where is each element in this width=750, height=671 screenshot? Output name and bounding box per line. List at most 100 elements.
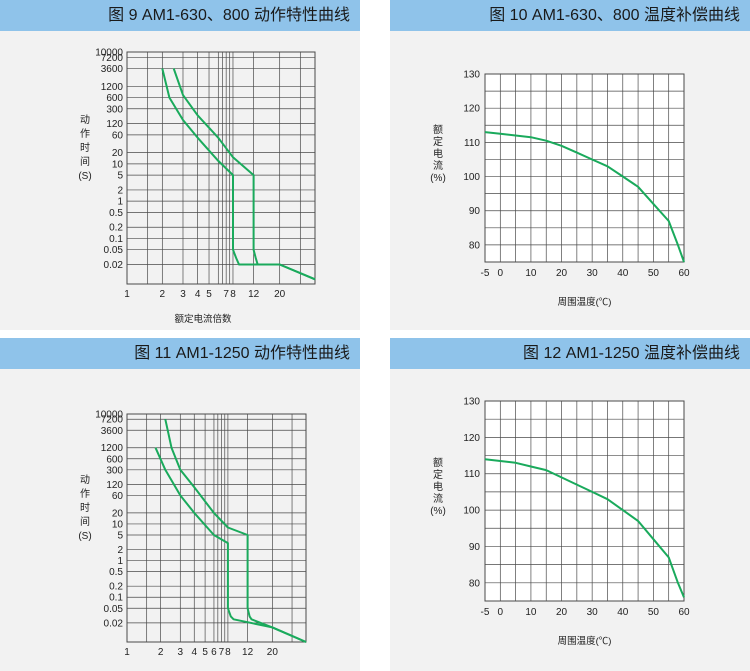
x-tick-label: 40	[617, 607, 629, 618]
y-tick-label: 1200	[101, 82, 124, 93]
x-tick-label: 50	[648, 268, 660, 279]
y-tick-label: 110	[464, 138, 480, 149]
x-tick-label: 1	[124, 647, 130, 658]
series-line-1	[154, 447, 307, 643]
y-tick-label: 0.1	[109, 234, 123, 245]
x-tick-label: 3	[178, 647, 184, 658]
y-axis-label-char: 额	[433, 123, 443, 136]
y-axis-label-char: 额	[433, 456, 443, 469]
y-tick-label: 120	[463, 104, 480, 115]
x-axis-label: 额定电流倍数	[174, 313, 232, 325]
y-axis-label-char: 时	[80, 502, 90, 514]
y-axis-label-char: 作	[80, 128, 90, 140]
chart-fig12: 130 120 110 100 90 80 -5 0 10 20 30 40 50 60 额定电流(%) 周围…	[430, 397, 690, 648]
panel-title: 图 10 AM1-630、800 温度补偿曲线	[489, 7, 740, 24]
x-tick-label: 3	[180, 289, 186, 300]
y-axis-label-char: 电	[433, 147, 443, 160]
y-tick-label: 0.2	[109, 223, 123, 234]
chart-fig9: 100007200360012006003001206020105210.50.…	[78, 48, 316, 325]
y-tick-label: 80	[469, 578, 481, 589]
x-tick-label: 12	[248, 289, 260, 300]
plot-frame	[484, 400, 685, 602]
y-tick-label: 3600	[101, 64, 124, 75]
y-axis-label-char: 电	[433, 480, 443, 493]
series-line-2	[164, 418, 307, 643]
y-tick-label: 5	[117, 530, 123, 541]
series-line-1	[161, 68, 316, 281]
x-tick-label: 0	[498, 607, 504, 618]
y-tick-label: 10000	[95, 410, 123, 421]
y-tick-label: 2	[117, 545, 123, 556]
y-tick-label: 100	[463, 172, 480, 183]
x-tick-label: 7	[223, 289, 229, 300]
y-tick-label: 0.5	[109, 208, 123, 219]
x-tick-label: 0	[498, 268, 504, 279]
y-tick-label: 0.05	[104, 245, 124, 256]
y-tick-label: 0.2	[109, 582, 123, 593]
y-tick-label: 20	[112, 508, 124, 519]
panel-title: 图 12 AM1-1250 温度补偿曲线	[523, 345, 740, 362]
x-tick-label: 20	[556, 607, 568, 618]
y-axis-label-char: 定	[433, 468, 443, 481]
x-axis-label: 周围温度(℃)	[558, 635, 612, 647]
x-tick-label: 20	[274, 289, 286, 300]
x-tick-label: 1	[124, 289, 130, 300]
x-tick-label: 2	[158, 647, 164, 658]
x-tick-label: 4	[191, 647, 197, 658]
panel-header: 图 9 AM1-630、800 动作特性曲线	[0, 0, 360, 31]
x-axis-label: 周围温度(℃)	[558, 296, 612, 308]
y-axis-label-char: 间	[80, 155, 90, 168]
y-tick-label: 0.02	[104, 618, 124, 629]
y-axis-label-char: (%)	[430, 506, 446, 517]
plot-frame	[126, 413, 307, 643]
y-axis-label-char: 作	[80, 488, 90, 500]
x-tick-label: 60	[678, 268, 690, 279]
y-axis-label-char: 流	[433, 492, 443, 505]
y-axis-label-char: 流	[433, 159, 443, 172]
x-tick-label: 40	[617, 268, 629, 279]
y-tick-label: 300	[106, 465, 123, 476]
plot-frame	[126, 51, 316, 285]
x-tick-label: 60	[678, 607, 690, 618]
series-line-1	[484, 458, 685, 598]
y-tick-label: 110	[464, 469, 480, 480]
y-tick-label: 600	[106, 93, 123, 104]
x-tick-label: 8	[230, 289, 236, 300]
x-tick-label: 30	[587, 268, 599, 279]
x-tick-label: 6	[211, 647, 217, 658]
y-tick-label: 60	[112, 130, 124, 141]
y-tick-label: 120	[106, 480, 123, 491]
y-axis-label-char: 动	[80, 474, 90, 486]
y-tick-label: 100	[463, 506, 480, 517]
y-tick-label: 0.02	[104, 260, 124, 271]
x-tick-label: 12	[242, 647, 254, 658]
y-tick-label: 2	[117, 185, 123, 196]
y-tick-label: 10	[112, 159, 124, 170]
y-tick-label: 120	[463, 433, 480, 444]
y-axis-label-char: 动	[80, 114, 90, 126]
x-tick-label: 20	[556, 268, 568, 279]
y-tick-label: 60	[112, 491, 124, 502]
x-tick-label: -5	[481, 268, 490, 279]
x-tick-label: 5	[206, 289, 212, 300]
y-axis-label-char: 间	[80, 515, 90, 528]
chart-panel-fig12: 图 12 AM1-1250 温度补偿曲线 130 120 110 100 90 80 -5 0…	[390, 338, 750, 671]
y-tick-label: 1	[117, 197, 123, 208]
y-tick-label: 5	[117, 171, 123, 182]
x-tick-label: 8	[225, 647, 231, 658]
y-axis-label-char: (S)	[78, 531, 91, 542]
panel-header: 图 11 AM1-1250 动作特性曲线	[0, 338, 360, 369]
chart-panel-fig11: 图 11 AM1-1250 动作特性曲线 10000 7200 3600 1200 60…	[0, 338, 360, 671]
y-tick-label: 90	[469, 542, 481, 553]
x-tick-label: 7	[219, 647, 225, 658]
y-tick-label: 0.05	[104, 604, 124, 615]
chart-fig10: 130 120 110 100 90 80 -5 0 10 20 30 40 50 60 额定电流(%) 周围…	[430, 70, 690, 309]
x-tick-label: 30	[587, 607, 599, 618]
x-tick-label: 10	[525, 268, 537, 279]
x-tick-label: 2	[160, 289, 166, 300]
y-tick-label: 600	[106, 454, 123, 465]
y-tick-label: 80	[469, 240, 481, 251]
y-tick-label: 10	[112, 519, 124, 530]
y-axis-label-char: (S)	[78, 171, 91, 182]
y-tick-label: 1	[117, 556, 123, 567]
